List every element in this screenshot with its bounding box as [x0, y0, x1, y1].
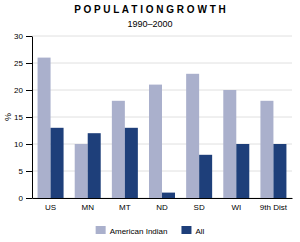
y-tick-mark [26, 171, 32, 172]
x-tick-label: US [45, 203, 56, 212]
y-tick: 30 [14, 32, 32, 41]
x-tick: MT [119, 203, 131, 212]
y-tick-mark [26, 144, 32, 145]
y-tick: 0 [19, 194, 32, 203]
x-tick: MN [81, 203, 94, 212]
x-tick-label: MN [81, 203, 94, 212]
bar-series [51, 128, 287, 198]
y-tick: 25 [14, 59, 32, 68]
y-tick-mark [26, 90, 32, 91]
x-tick: ND [156, 203, 168, 212]
x-tick: US [45, 203, 56, 212]
bar-series [38, 58, 274, 198]
x-tick: 9th Dist [260, 203, 288, 212]
y-tick-label: 25 [14, 59, 23, 68]
x-tick: SD [194, 203, 205, 212]
grid-line [32, 63, 292, 64]
y-axis-title: % [3, 113, 13, 121]
bar [112, 101, 125, 198]
legend-item: All [181, 226, 204, 236]
y-tick-mark [26, 36, 32, 37]
bar [273, 144, 286, 198]
bar [260, 101, 273, 198]
y-tick: 10 [14, 140, 32, 149]
x-axis-line [33, 198, 293, 199]
subtitle: 1990–2000 [127, 19, 172, 29]
y-tick: 5 [19, 167, 32, 176]
x-tick-label: SD [194, 203, 205, 212]
y-tick-label: 20 [14, 86, 23, 95]
y-tick: 15 [14, 113, 32, 122]
y-tick-label: 15 [14, 113, 23, 122]
bar [51, 128, 64, 198]
legend-item: American Indian [96, 226, 168, 236]
y-tick-mark [26, 117, 32, 118]
x-axis: US MN MT ND SD WI 9th Dist [33, 199, 293, 212]
y-axis-line [32, 37, 33, 199]
grid [32, 36, 292, 198]
bar [223, 90, 236, 198]
bar [125, 128, 138, 198]
y-axis: 0 5 10 15 20 25 30 [14, 32, 32, 203]
x-tick-label: MT [119, 203, 131, 212]
bar [75, 144, 88, 198]
chart: P O P U L A T I O N G R O W T H 1990–2000… [0, 0, 300, 242]
x-tick-label: WI [231, 203, 241, 212]
bar [236, 144, 249, 198]
legend-swatch [96, 226, 106, 234]
grid-line [32, 36, 292, 37]
bars [38, 58, 287, 198]
bar [162, 193, 175, 198]
y-tick-label: 5 [19, 167, 24, 176]
bar [199, 155, 212, 198]
y-tick-mark [26, 198, 32, 199]
x-tick-label: ND [156, 203, 168, 212]
plot: 0 5 10 15 20 25 30 US MN MT ND SD WI 9th Dist [14, 32, 292, 212]
x-tick-label: 9th Dist [260, 203, 288, 212]
legend-label: American Indian [110, 227, 168, 236]
x-tick: WI [231, 203, 241, 212]
bar [38, 58, 51, 198]
y-tick-label: 10 [14, 140, 23, 149]
y-tick-label: 30 [14, 32, 23, 41]
y-tick-mark [26, 63, 32, 64]
bar [186, 74, 199, 198]
bar [149, 85, 162, 198]
y-tick: 20 [14, 86, 32, 95]
title: P O P U L A T I O N G R O W T H [74, 4, 226, 15]
legend-swatch [181, 226, 191, 234]
legend: American Indian All [96, 226, 205, 236]
legend-label: All [195, 227, 204, 236]
y-tick-label: 0 [19, 194, 24, 203]
bar [88, 133, 101, 198]
